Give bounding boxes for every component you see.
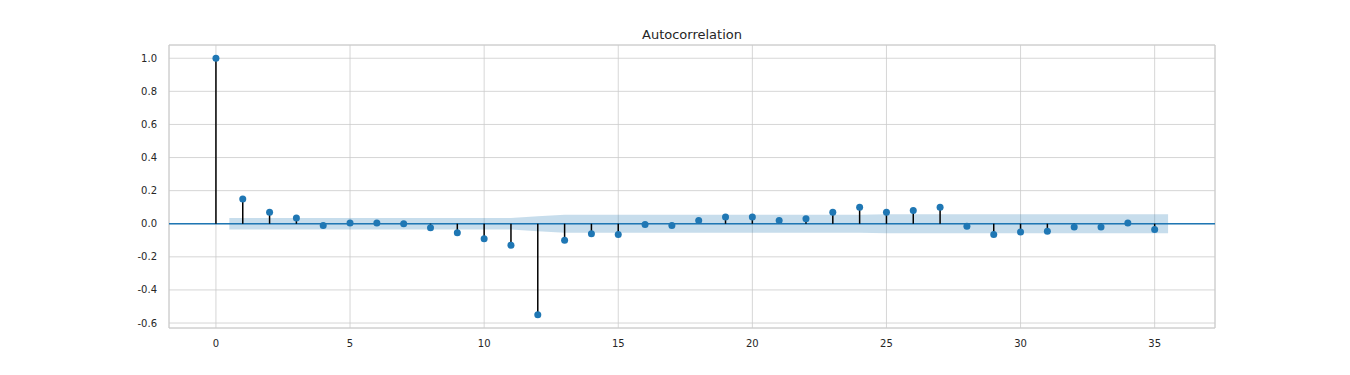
svg-text:0.0: 0.0 [141, 218, 157, 229]
svg-text:0.8: 0.8 [141, 86, 157, 97]
svg-text:0.4: 0.4 [141, 152, 157, 163]
html-text:Autocorrelation: Autocorrelation [642, 27, 742, 42]
svg-text:10: 10 [478, 338, 491, 349]
svg-text:-0.4: -0.4 [137, 284, 157, 295]
svg-text:25: 25 [880, 338, 893, 349]
svg-text:20: 20 [746, 338, 759, 349]
svg-text:35: 35 [1148, 338, 1161, 349]
svg-text:15: 15 [612, 338, 625, 349]
svg-text:0.6: 0.6 [141, 119, 157, 130]
svg-text:-0.2: -0.2 [137, 251, 157, 262]
svg-text:5: 5 [347, 338, 353, 349]
svg-text:0.2: 0.2 [141, 185, 157, 196]
svg-text:30: 30 [1014, 338, 1027, 349]
svg-text:-0.6: -0.6 [137, 318, 157, 329]
svg-text:0: 0 [213, 338, 219, 349]
svg-text:1.0: 1.0 [141, 53, 157, 64]
